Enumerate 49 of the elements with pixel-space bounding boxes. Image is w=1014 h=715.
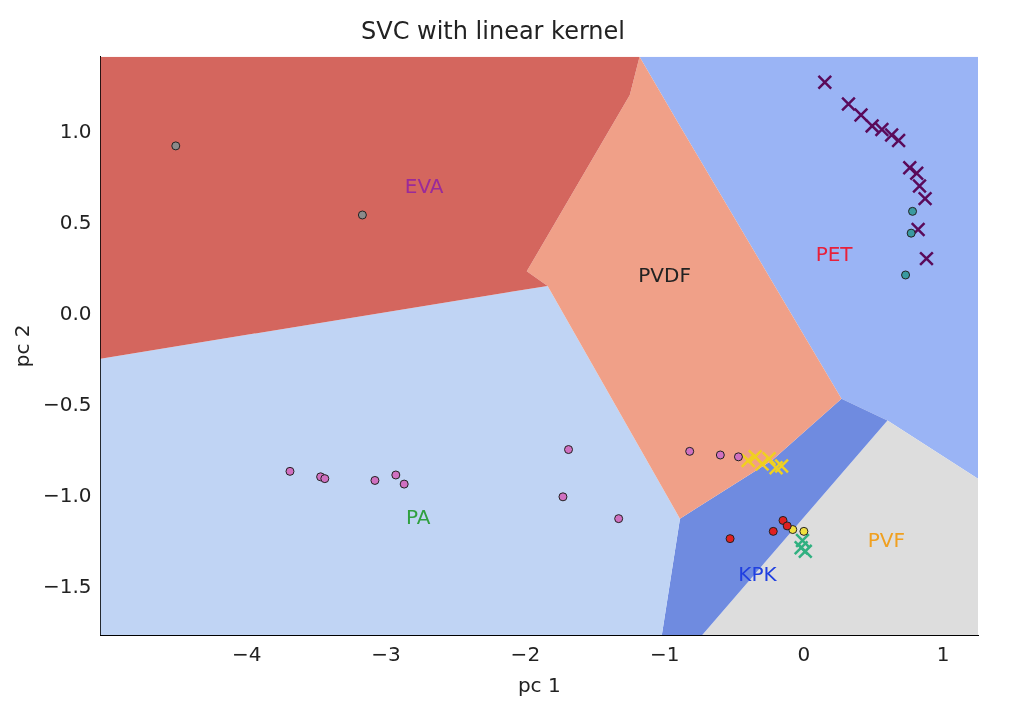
- point: [740, 452, 756, 469]
- point: [910, 221, 926, 238]
- x-axis-title: pc 1: [517, 673, 561, 698]
- x-tick-label: −2: [510, 642, 541, 667]
- point: [799, 526, 809, 536]
- point: [840, 96, 857, 112]
- point: [793, 540, 809, 556]
- y-tick-label: −1.5: [42, 573, 92, 598]
- point: [864, 118, 880, 134]
- x-tick-label: −4: [232, 642, 262, 667]
- annotation: PVF: [867, 528, 906, 553]
- annotation: PVDF: [638, 262, 691, 287]
- y-axis-title: pc 2: [10, 324, 35, 368]
- point: [768, 460, 784, 476]
- point: [357, 210, 367, 220]
- point: [891, 132, 907, 149]
- point: [782, 521, 792, 531]
- x-tick-label: 0: [797, 642, 811, 667]
- y-tick-label: 0.5: [59, 210, 92, 235]
- x-tick-label: −1: [649, 642, 680, 667]
- y-tick-label: 1.0: [59, 119, 92, 144]
- y-tick-label: −0.5: [42, 392, 92, 417]
- point: [906, 228, 916, 238]
- point: [747, 449, 763, 465]
- point: [901, 270, 911, 280]
- point: [884, 127, 900, 143]
- point: [817, 74, 833, 90]
- point: [725, 534, 735, 544]
- point: [902, 160, 918, 176]
- annotation: EVA: [404, 173, 444, 198]
- point: [171, 141, 181, 151]
- point: [874, 121, 890, 138]
- y-tick-label: 0.0: [59, 301, 92, 326]
- annotation: PET: [815, 242, 854, 267]
- y-tick-label: −1.0: [42, 483, 92, 508]
- point: [917, 191, 933, 207]
- point: [733, 452, 743, 462]
- point: [908, 206, 918, 216]
- point: [754, 456, 770, 472]
- point: [715, 450, 725, 460]
- point: [853, 107, 869, 123]
- point: [918, 251, 935, 267]
- x-tick-label: 1: [936, 642, 950, 667]
- point: [774, 458, 790, 474]
- point: [685, 446, 695, 456]
- point: [768, 526, 778, 536]
- point: [761, 451, 777, 467]
- x-tick-label: −3: [371, 642, 401, 667]
- chart-title: SVC with linear kernel: [361, 16, 625, 45]
